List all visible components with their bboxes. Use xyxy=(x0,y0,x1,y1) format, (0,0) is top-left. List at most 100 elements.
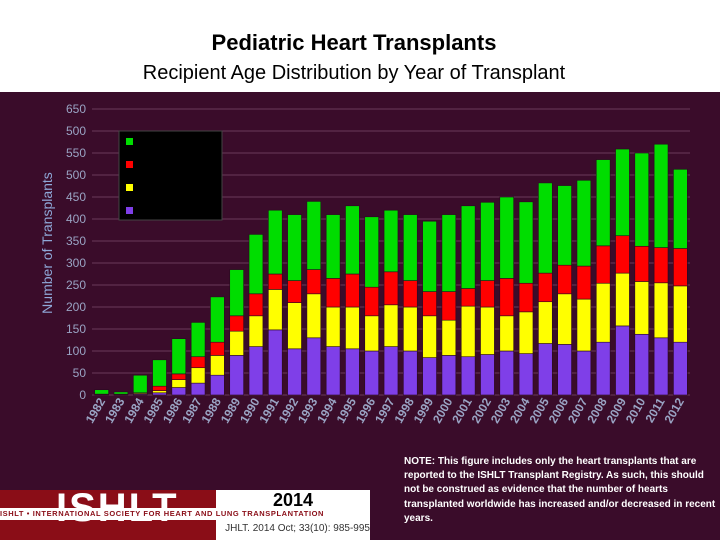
bar-segment xyxy=(480,354,495,396)
bar-segment xyxy=(460,288,476,307)
bar-segment xyxy=(499,196,514,279)
y-tick-label: 250 xyxy=(66,278,86,292)
bar-segment xyxy=(441,355,457,396)
bar-segment xyxy=(595,341,611,396)
bar-segment xyxy=(673,248,688,287)
bar-segment xyxy=(190,356,206,369)
bar-segment xyxy=(615,148,630,237)
bar-segment xyxy=(306,269,322,295)
bar-segment xyxy=(615,325,630,396)
bar-segment xyxy=(132,374,148,394)
bar-segment xyxy=(518,353,534,396)
bar-segment xyxy=(325,214,341,279)
bar-segment xyxy=(538,182,553,274)
bar-segment xyxy=(345,348,360,396)
y-tick-label: 450 xyxy=(66,190,86,204)
bar-segment xyxy=(557,293,572,345)
legend-marker xyxy=(126,184,133,191)
bar-segment xyxy=(518,201,534,284)
bar-segment xyxy=(441,214,457,292)
bar-segment xyxy=(422,220,437,292)
bar-segment xyxy=(345,306,360,350)
y-tick-label: 50 xyxy=(73,366,87,380)
bar-segment xyxy=(364,315,379,352)
bar-segment xyxy=(171,373,187,380)
bar-segment xyxy=(422,291,437,317)
y-tick-label: 500 xyxy=(66,168,86,182)
bar-segment xyxy=(441,291,457,321)
bar-segment xyxy=(615,272,630,327)
bar-segment xyxy=(171,379,187,388)
bar-segment xyxy=(152,390,167,394)
bar-segment xyxy=(152,359,167,387)
bar-segment xyxy=(673,168,688,249)
bar-segment xyxy=(306,201,322,270)
bar-segment xyxy=(229,330,244,356)
y-axis: 0 50 100 150 200 250 300 350 400 450 500 550 500 650 xyxy=(66,102,86,402)
bar-segment xyxy=(229,315,244,332)
bar-segment xyxy=(403,280,418,308)
report-year: 2014 xyxy=(272,490,314,510)
bar-segment xyxy=(325,306,341,347)
bar-segment xyxy=(557,344,572,396)
y-tick-label: 100 xyxy=(66,344,86,358)
bar-segment xyxy=(460,305,476,358)
bar-segment xyxy=(248,234,264,295)
bar-segment xyxy=(113,391,129,395)
y-tick-label: 300 xyxy=(66,256,86,270)
bar-segment xyxy=(268,329,283,396)
bar-segment xyxy=(634,281,650,335)
bar-segment xyxy=(383,209,399,273)
y-tick-label: 650 xyxy=(66,102,86,116)
bar-segment xyxy=(383,271,399,306)
y-tick-label: 550 xyxy=(66,146,86,160)
journal-citation: JHLT. 2014 Oct; 33(10): 985-995 xyxy=(225,523,370,534)
bar-segment xyxy=(595,159,611,247)
bar-segment xyxy=(229,269,244,317)
bar-segment xyxy=(190,322,206,358)
bar-segment xyxy=(595,282,611,343)
bar-segment xyxy=(557,185,572,266)
bar-segment xyxy=(480,280,495,308)
bar-segment xyxy=(248,293,264,317)
y-axis-label: Number of Transplants xyxy=(39,172,55,314)
bar-segment xyxy=(152,392,167,396)
y-tick-label: 500 xyxy=(66,124,86,138)
bar-segment xyxy=(210,374,225,396)
bar-segment xyxy=(287,348,302,396)
y-tick-label: 350 xyxy=(66,234,86,248)
bar-segment xyxy=(171,338,187,375)
bar-segment xyxy=(345,273,360,308)
bar-segment xyxy=(190,367,206,384)
bar-segment xyxy=(653,143,669,248)
legend-marker xyxy=(126,207,133,214)
legend xyxy=(118,130,223,221)
registry-note: NOTE: This figure includes only the hear… xyxy=(404,456,716,524)
bar-segment xyxy=(576,179,592,267)
bar-segment xyxy=(364,216,379,288)
bar-segment xyxy=(403,214,418,281)
bar-segment xyxy=(422,315,437,358)
chart-subtitle: Recipient Age Distribution by Year of Tr… xyxy=(142,62,566,84)
bar-segment xyxy=(499,278,514,317)
bar-segment xyxy=(248,346,264,396)
bar-segment xyxy=(480,306,495,355)
bar-segment xyxy=(595,245,611,284)
bar-segment xyxy=(422,357,437,396)
bar-segment xyxy=(557,264,572,295)
bar-segment xyxy=(248,315,264,347)
legend-marker xyxy=(126,161,133,168)
bar-segment xyxy=(364,286,379,317)
x-tick-label: 2010 xyxy=(623,395,649,425)
bar-segment xyxy=(325,278,341,308)
bar-segment xyxy=(518,311,534,354)
chart-title: Pediatric Heart Transplants xyxy=(211,30,497,55)
bar-segment xyxy=(210,296,225,343)
legend-box xyxy=(118,130,223,221)
y-tick-label: 0 xyxy=(79,388,86,402)
stacked-bar-chart: 050100150200250300350400450500550500650 … xyxy=(39,102,690,426)
bar-segment xyxy=(460,356,476,396)
bar-segment xyxy=(306,337,322,396)
bar-segment xyxy=(538,272,553,303)
bar-segment xyxy=(364,350,379,396)
